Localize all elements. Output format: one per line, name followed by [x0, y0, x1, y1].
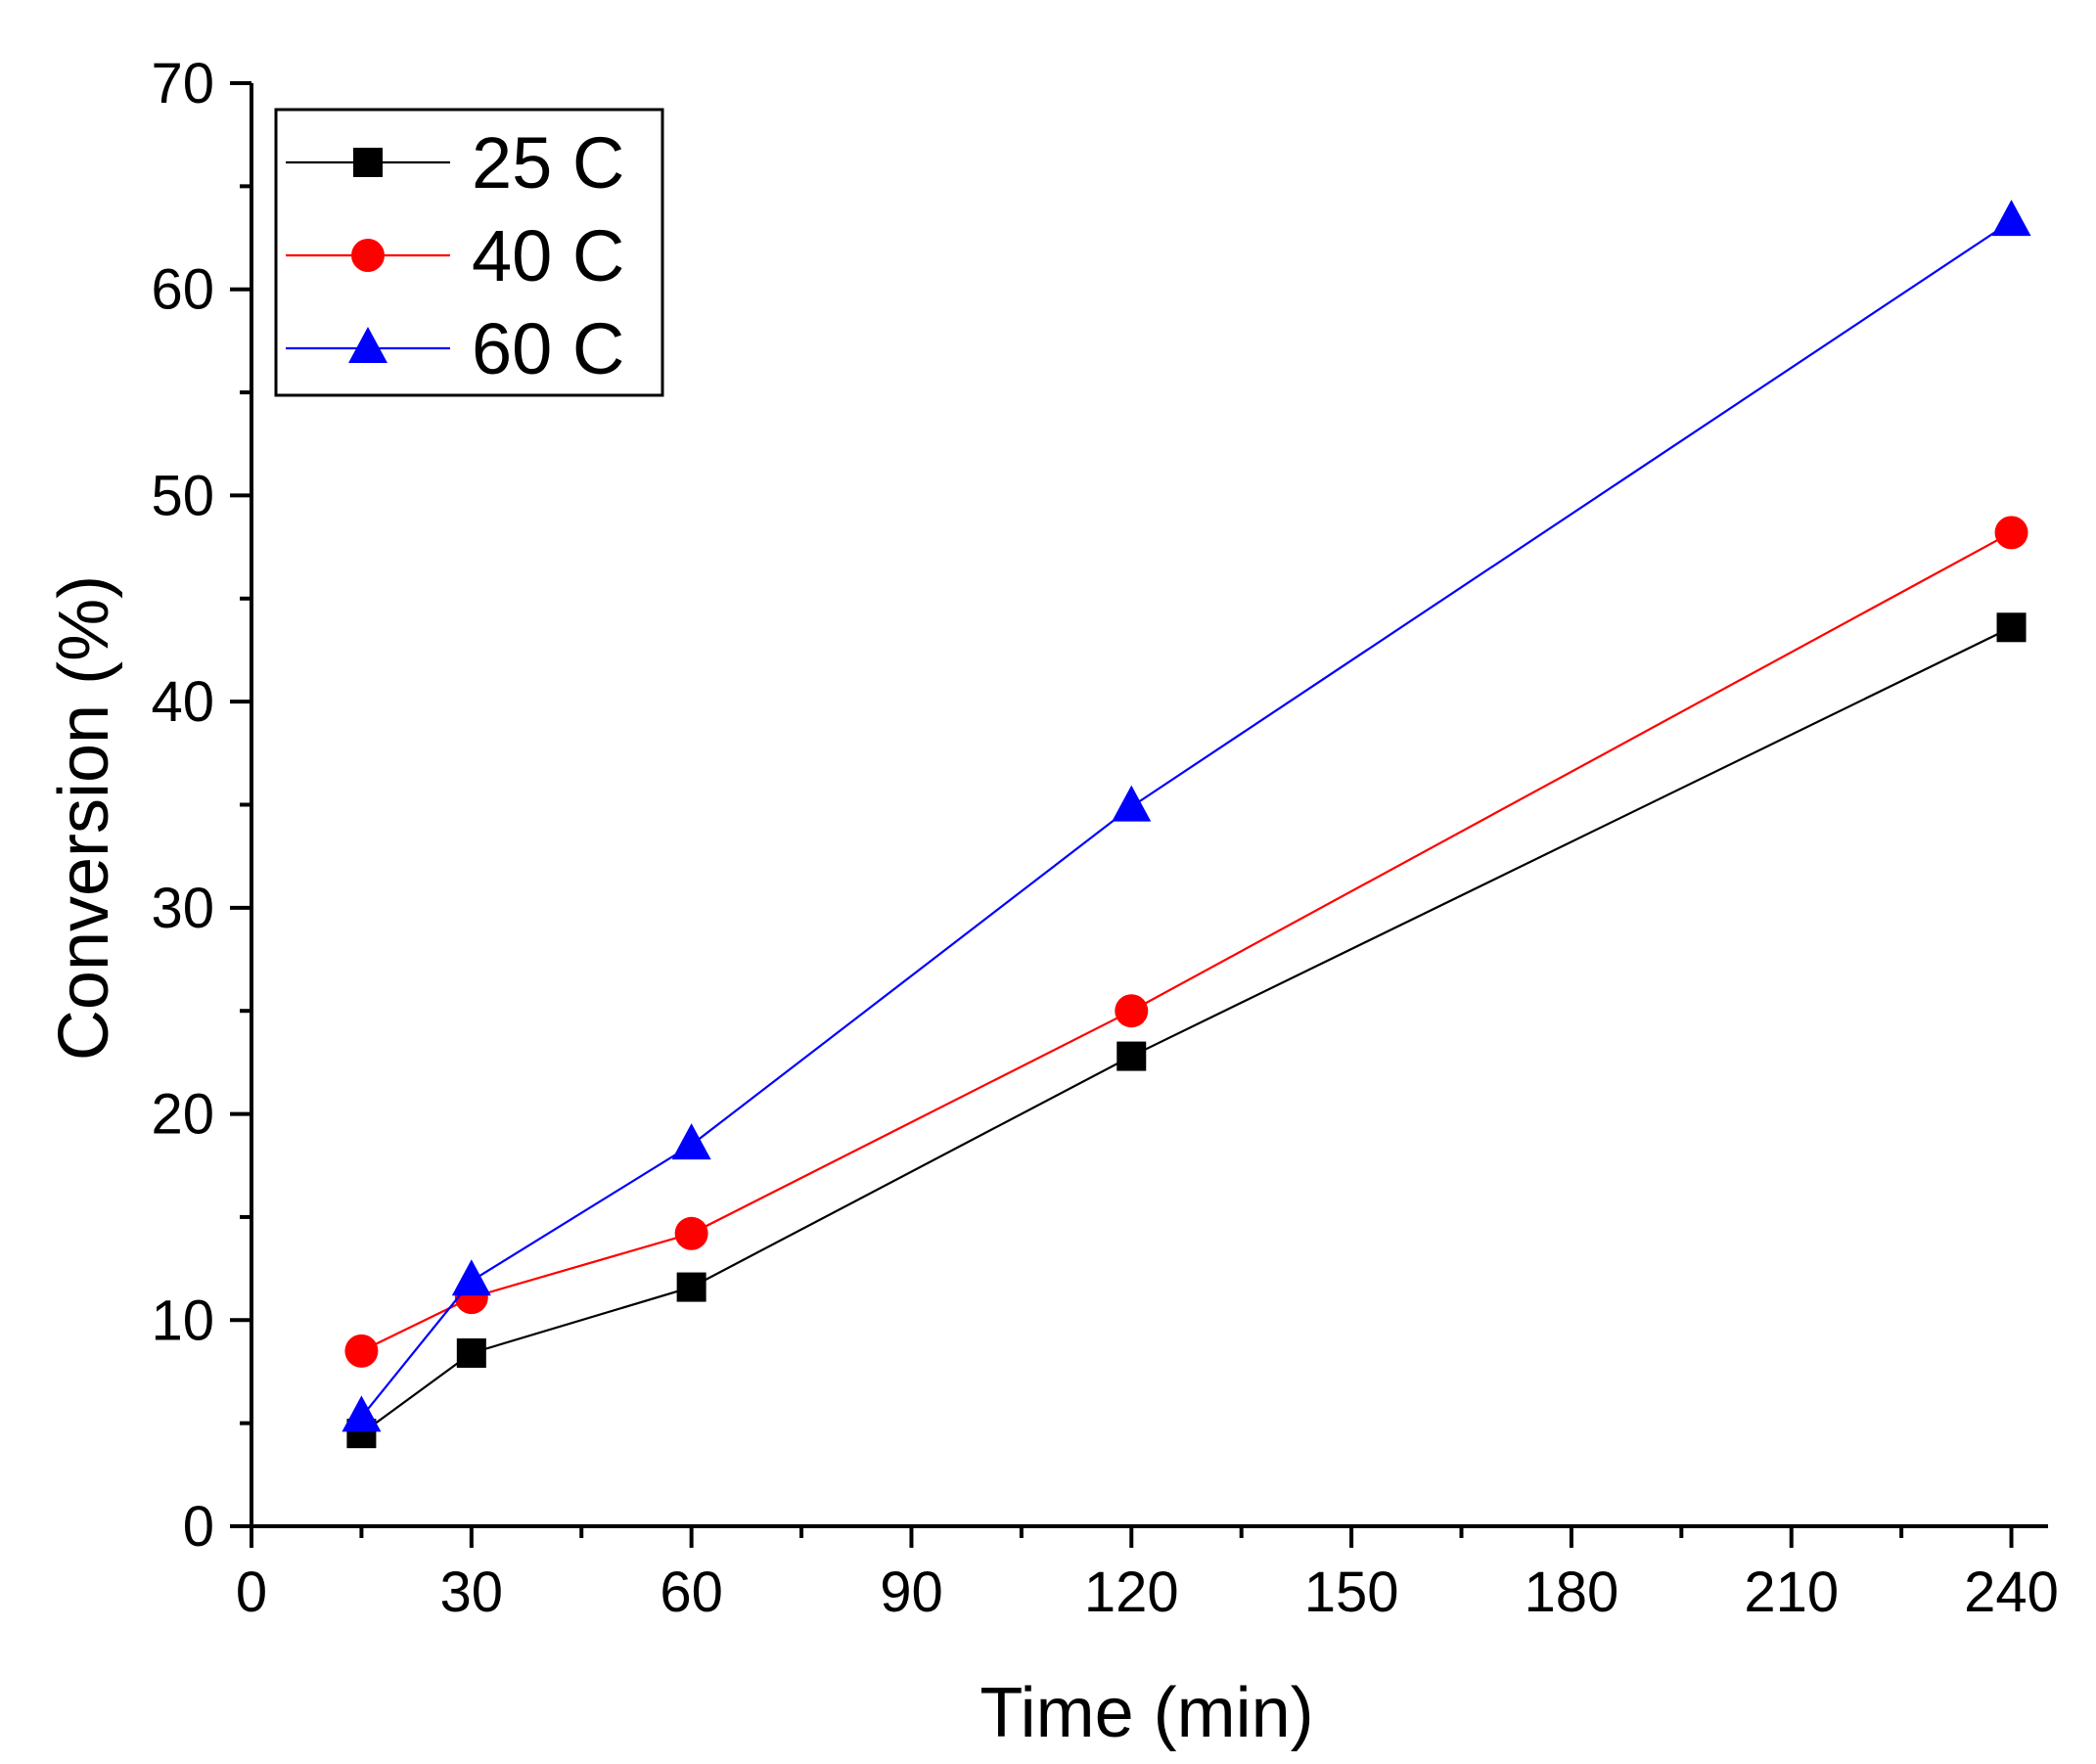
- series-25-c: [346, 612, 2027, 1449]
- data-point-60-c: [1991, 200, 2031, 237]
- x-tick-label: 120: [1084, 1560, 1179, 1624]
- x-tick-label: 0: [236, 1560, 267, 1624]
- legend-marker-40-c: [351, 239, 385, 272]
- series-40-c: [344, 516, 2028, 1368]
- legend-label-60-c: 60 C: [472, 308, 624, 389]
- data-point-60-c: [342, 1395, 382, 1432]
- data-point-60-c: [451, 1259, 491, 1296]
- data-point-40-c: [344, 1334, 379, 1368]
- x-tick-label: 240: [1964, 1560, 2059, 1624]
- legend-entry-25-c: 25 C: [286, 122, 624, 204]
- data-point-40-c: [1115, 994, 1149, 1028]
- axes: 0 30 60 90 120 150 180 210 240 0 10 20 30 40 50 60 70: [151, 52, 2058, 1624]
- legend-marker-60-c: [348, 327, 387, 363]
- x-tick-label: 210: [1744, 1560, 1839, 1624]
- data-point-25-c: [456, 1338, 486, 1368]
- x-tick-label: 90: [880, 1560, 943, 1624]
- data-point-25-c: [1116, 1041, 1147, 1071]
- x-tick-label: 60: [660, 1560, 723, 1624]
- legend-label-25-c: 25 C: [472, 122, 624, 204]
- legend: 25 C 40 C 60 C: [274, 108, 664, 397]
- y-tick-label: 70: [151, 52, 214, 115]
- legend-entry-60-c: 60 C: [286, 308, 624, 389]
- data-point-40-c: [1994, 516, 2028, 550]
- y-tick-label: 50: [151, 464, 214, 527]
- y-tick-label: 40: [151, 670, 214, 734]
- y-tick-label: 60: [151, 258, 214, 322]
- legend-marker-25-c: [353, 148, 383, 177]
- data-point-25-c: [676, 1272, 706, 1302]
- series-line-25-c: [360, 626, 2013, 1435]
- data-point-60-c: [1112, 785, 1152, 822]
- series-layer: [342, 200, 2031, 1449]
- y-tick-label: 20: [151, 1083, 214, 1147]
- y-tick-label: 0: [183, 1495, 214, 1559]
- x-axis-title: Time (min): [980, 1674, 1313, 1752]
- x-tick-label: 150: [1304, 1560, 1399, 1624]
- x-tick-label: 180: [1525, 1560, 1619, 1624]
- series-60-c: [342, 200, 2031, 1432]
- series-line-40-c: [360, 531, 2013, 1352]
- legend-label-40-c: 40 C: [472, 215, 624, 296]
- legend-entry-40-c: 40 C: [286, 215, 624, 296]
- y-axis-title: Conversion (%): [45, 575, 123, 1061]
- data-point-40-c: [674, 1216, 708, 1250]
- data-point-25-c: [1996, 612, 2027, 643]
- y-tick-label: 30: [151, 877, 214, 940]
- y-tick-label: 10: [151, 1289, 214, 1352]
- x-tick-label: 30: [440, 1560, 504, 1624]
- data-point-60-c: [671, 1123, 711, 1160]
- series-line-60-c: [360, 220, 2013, 1419]
